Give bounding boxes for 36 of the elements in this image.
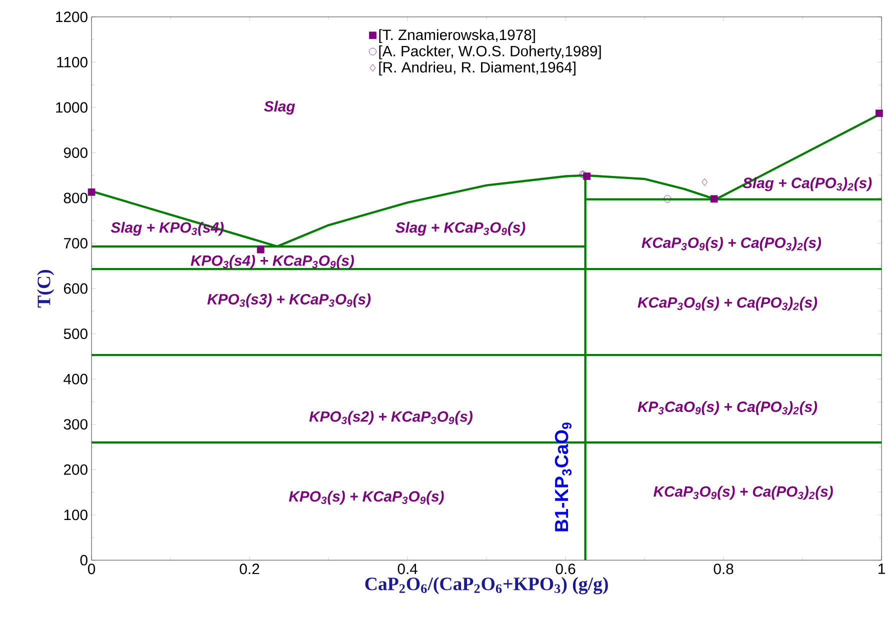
annotation: Slag + KCaP$_{3}$O$_{9}$(s) [396,222,526,236]
y-axis-title: T(C) [37,270,54,308]
y-tick-label: 700 [64,238,88,249]
x-tick-label: 1 [878,564,885,574]
annotation: B1-KP$_{3}$CaO$_{9}$ [554,422,572,532]
x-tick-label: 0.6 [556,564,576,574]
y-tick-label: 1200 [56,12,88,22]
y-tick-label: 500 [64,328,88,340]
x-tick-label: 0 [88,564,96,574]
x-tick-label: 0.8 [714,564,734,574]
y-tick-label: 300 [64,419,88,430]
text: KP$_{3}$CaO$_{9}$(s) + Ca(PO$_{3}$)$_{2}$(s) [638,401,818,416]
y-tick-label: 1100 [57,56,88,68]
annotation: KPO$_{3}$(s) + KCaP$_{3}$O$_{9}$(s) [288,490,444,505]
text: KCaP$_{3}$O$_{9}$(s) + Ca(PO$_{3}$)$_{2}$(s) [638,296,818,311]
y-tick-label: 400 [64,374,88,384]
annotation: Slag + Ca(PO$_{3}$)$_{2}$(s) [742,177,872,192]
text: KCaP$_{3}$O$_{9}$(s) + Ca(PO$_{3}$)$_{2}$(s) [642,237,822,251]
text: CaP$_{2}$O$_{6}$/(CaP$_{2}$O$_{6}$+KPO$_{3}$) (g/g) [365,577,608,594]
y-tick-label: 100 [64,510,88,520]
annotation: KPO$_{3}$(s3) + KCaP$_{3}$O$_{9}$(s) [207,294,371,308]
x-tick-label: 0.2 [240,564,260,574]
x-tick-label: 0.4 [398,564,418,574]
y-tick-label: 1000 [56,102,88,113]
annotation: KPO$_{3}$(s2) + KCaP$_{3}$O$_{9}$(s) [309,410,472,425]
annotation: Slag [264,100,296,115]
legend-label: [R. Andrieu, R. Diament,1964] [379,62,576,76]
text: KCaP$_{3}$O$_{9}$(s) + Ca(PO$_{3}$)$_{2}$(s) [654,486,833,500]
y-tick-label: 200 [64,464,88,475]
annotation: KPO$_{3}$(s4) + KCaP$_{3}$O$_{9}$(s) [190,255,354,269]
legend-label: [T. Znamierowska,1978] [379,29,535,44]
y-tick-label: 800 [64,192,88,204]
legend-label: [A. Packter, W.O.S. Doherty,1989] [379,46,601,60]
y-tick-label: 900 [64,148,88,158]
y-tick-label: 0 [80,554,88,566]
y-tick-label: 600 [64,283,88,294]
